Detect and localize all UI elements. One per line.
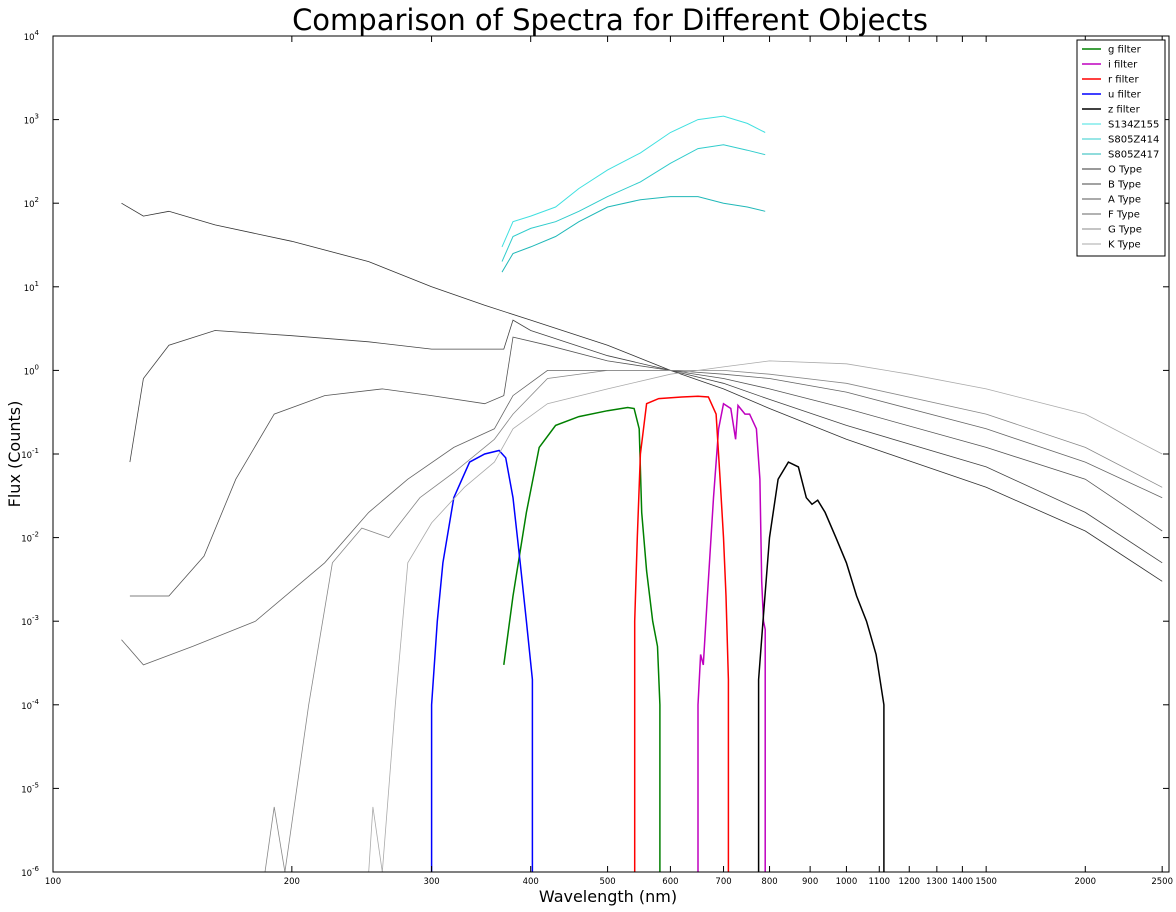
legend-label: A Type (1108, 195, 1141, 206)
x-tick-label: 500 (599, 877, 615, 887)
x-tick-label: 2000 (1074, 877, 1096, 887)
series-line-o-type (121, 202, 1163, 582)
legend-label: S805Z417 (1108, 150, 1159, 161)
legend-label: F Type (1108, 210, 1140, 221)
x-tick-label: 200 (284, 877, 300, 887)
legend-label: z filter (1108, 105, 1141, 116)
x-tick-label: 300 (423, 877, 439, 887)
y-tick-label: 10-4 (21, 698, 39, 712)
series-line-a-type (129, 336, 1163, 597)
y-ticks: 10-6 10-5 10-4 10-3 10-2 10-1 100 101 102 103 104 (21, 29, 1169, 879)
series-line-z-filter (757, 461, 885, 872)
x-tick-label: 900 (802, 877, 818, 887)
plot-frame (52, 35, 1170, 873)
y-axis-label: Flux (Counts) (5, 401, 24, 508)
x-tick-label: 1200 (898, 877, 920, 887)
x-tick-label: 800 (761, 877, 777, 887)
y-tick-label: 10-3 (21, 614, 39, 628)
series-line-s805z417 (501, 196, 766, 273)
x-tick-label: 1000 (836, 877, 858, 887)
legend-label: i filter (1108, 60, 1138, 71)
x-tick-label: 2500 (1151, 877, 1173, 887)
legend-label: u filter (1108, 90, 1142, 101)
series-line-s134z155 (501, 115, 766, 248)
series-line-u-filter (430, 449, 534, 872)
series-line-f-type (121, 370, 1163, 666)
legend-label: S805Z414 (1108, 135, 1159, 146)
x-tick-label: 400 (523, 877, 539, 887)
series-line-g-filter (503, 406, 661, 872)
y-tick-label: 10-6 (21, 865, 39, 879)
chart-title: Comparison of Spectra for Different Obje… (292, 3, 928, 37)
series-line-g-type (264, 370, 1163, 872)
legend-label: g filter (1108, 45, 1142, 56)
x-tick-label: 100 (45, 877, 61, 887)
y-tick-label: 10-2 (21, 531, 39, 545)
x-tick-label: 1500 (975, 877, 997, 887)
x-tick-label: 700 (715, 877, 731, 887)
x-axis-label: Wavelength (nm) (539, 887, 677, 906)
series-layer (121, 115, 1163, 872)
y-tick-label: 103 (24, 113, 39, 127)
series-line-r-filter (633, 395, 730, 872)
legend-label: B Type (1108, 180, 1141, 191)
legend-label: O Type (1108, 165, 1142, 176)
y-tick-label: 10-1 (21, 447, 39, 461)
x-ticks: 100 200 300 400 500 600 700 800 900 1000 1100 1200 1… (45, 36, 1173, 887)
legend-box (1076, 39, 1166, 257)
series-line-s805z414 (501, 144, 766, 262)
series-line-k-type (368, 360, 1163, 872)
legend: g filter i filter r filter u filter z filter… (1076, 39, 1166, 257)
legend-label: K Type (1108, 240, 1141, 251)
y-tick-label: 101 (24, 280, 39, 294)
series-line-i-filter (697, 402, 766, 872)
x-tick-label: 1300 (926, 877, 948, 887)
y-tick-label: 100 (24, 363, 39, 377)
x-tick-label: 1400 (952, 877, 974, 887)
x-tick-label: 1100 (868, 877, 890, 887)
y-tick-label: 104 (24, 29, 40, 43)
legend-label: G Type (1108, 225, 1142, 236)
series-line-b-type (129, 319, 1163, 564)
legend-label: r filter (1108, 75, 1139, 86)
y-tick-label: 10-5 (21, 781, 39, 795)
y-tick-label: 102 (24, 196, 39, 210)
x-tick-label: 600 (662, 877, 678, 887)
legend-label: S134Z155 (1108, 120, 1159, 131)
